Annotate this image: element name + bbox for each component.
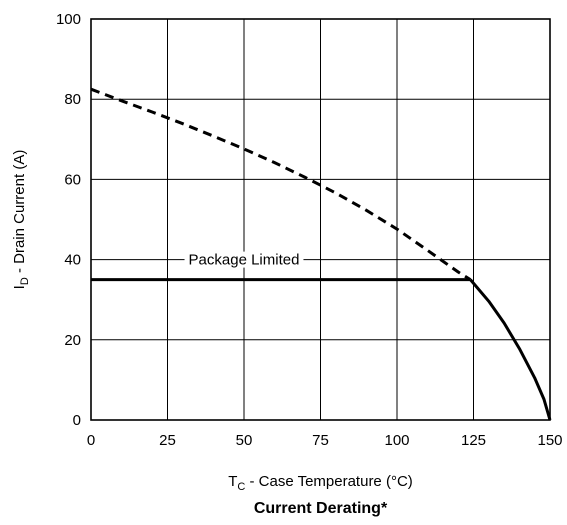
plot-frame bbox=[90, 18, 551, 421]
x-axis-label-rest: - Case Temperature (°C) bbox=[245, 473, 412, 490]
x-tick-label-6: 150 bbox=[537, 432, 562, 449]
y-tick-label-5: 100 bbox=[56, 11, 81, 28]
y-axis-label-rest: - Drain Current (A) bbox=[11, 150, 28, 278]
y-tick-label-4: 80 bbox=[64, 91, 81, 108]
series-layer bbox=[90, 87, 552, 421]
annotation-background bbox=[184, 251, 304, 268]
tick-labels: 0 25 50 75 100 125 150 0 20 40 60 80 100 bbox=[56, 11, 563, 449]
x-tick-label-5: 125 bbox=[461, 432, 486, 449]
y-tick-label-0: 0 bbox=[73, 412, 81, 429]
x-axis-label: TC - Case Temperature (°C) bbox=[228, 473, 413, 493]
chart-title: Current Derating* bbox=[254, 500, 388, 517]
x-tick-label-4: 100 bbox=[384, 432, 409, 449]
y-axis-label-main: I bbox=[11, 285, 28, 289]
x-tick-label-2: 50 bbox=[236, 432, 253, 449]
grid-lines bbox=[90, 18, 551, 421]
y-tick-label-1: 20 bbox=[64, 332, 81, 349]
y-tick-label-3: 60 bbox=[64, 171, 81, 188]
annotation-text: Package Limited bbox=[189, 252, 300, 269]
x-axis-label-sub: C bbox=[237, 481, 245, 493]
x-axis-label-main: T bbox=[228, 473, 237, 490]
series-line-2-solid bbox=[469, 278, 552, 421]
x-tick-label-1: 25 bbox=[159, 432, 176, 449]
y-tick-label-2: 40 bbox=[64, 252, 81, 269]
series-line-0-dashed bbox=[90, 87, 472, 281]
x-tick-label-0: 0 bbox=[87, 432, 95, 449]
y-axis-label: ID - Drain Current (A) bbox=[11, 150, 31, 290]
annotation-package-limited: Package Limited bbox=[184, 251, 304, 269]
x-tick-label-3: 75 bbox=[312, 432, 329, 449]
y-axis-label-sub: D bbox=[19, 277, 31, 285]
